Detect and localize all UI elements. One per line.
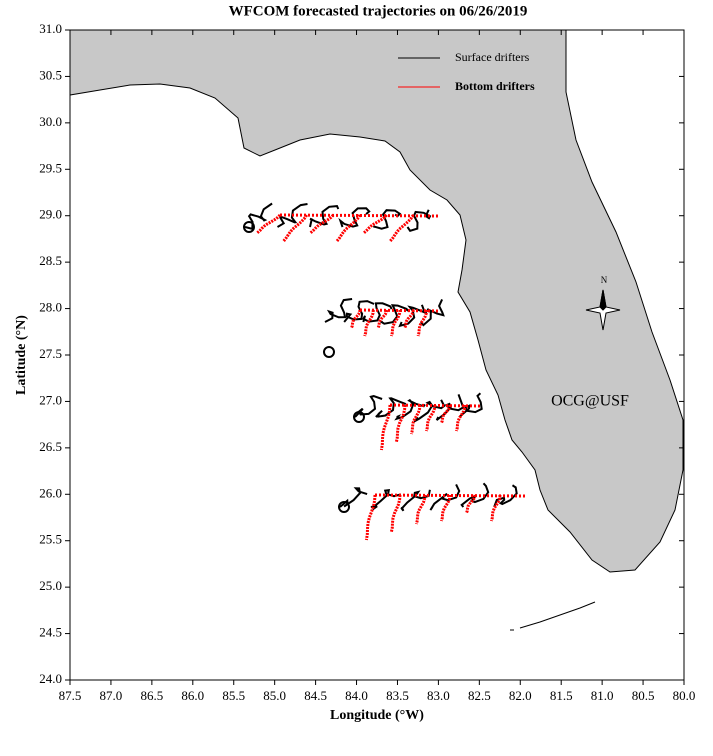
surface-curl xyxy=(338,501,350,513)
land xyxy=(69,29,684,573)
y-tick-label: 27.0 xyxy=(39,392,62,407)
surface-track xyxy=(354,395,383,418)
bottom-track xyxy=(389,403,481,408)
surface-track xyxy=(493,484,518,508)
surface-track xyxy=(309,205,340,228)
surface-curl xyxy=(323,346,335,358)
legend-label: Bottom drifters xyxy=(455,79,535,93)
y-tick-label: 24.5 xyxy=(39,625,62,640)
surface-curl xyxy=(353,411,365,423)
chart-title: WFCOM forecasted trajectories on 06/26/2… xyxy=(229,3,528,19)
bottom-track xyxy=(359,308,441,313)
y-tick-label: 26.5 xyxy=(39,439,62,454)
surface-track xyxy=(458,392,483,418)
x-tick-label: 82.5 xyxy=(468,688,491,703)
y-tick-label: 24.0 xyxy=(39,671,62,686)
annotation: OCG@USF xyxy=(551,393,629,410)
bottom-track xyxy=(309,213,335,235)
x-tick-label: 86.0 xyxy=(181,688,204,703)
y-tick-label: 29.5 xyxy=(39,160,62,175)
bottom-track xyxy=(363,309,375,337)
y-tick-label: 29.0 xyxy=(39,207,62,222)
keys xyxy=(510,601,596,631)
x-axis-label: Longitude (°W) xyxy=(330,708,424,723)
bottom-track xyxy=(454,404,467,432)
surface-track xyxy=(338,207,371,228)
compass xyxy=(585,289,621,331)
y-tick-label: 31.0 xyxy=(39,21,62,36)
bottom-track xyxy=(282,214,308,242)
bottom-track xyxy=(439,494,452,522)
x-tick-label: 87.0 xyxy=(100,688,123,703)
bottom-track xyxy=(424,404,437,432)
bottom-track xyxy=(414,494,427,525)
bottom-track xyxy=(389,214,415,242)
surface-track xyxy=(276,203,308,228)
bottom-track xyxy=(403,309,415,329)
x-tick-label: 80.5 xyxy=(632,688,655,703)
y-tick-label: 26.0 xyxy=(39,485,62,500)
surface-track xyxy=(372,209,402,230)
bottom-track xyxy=(389,494,402,533)
surface-curl xyxy=(243,221,255,233)
y-tick-label: 28.5 xyxy=(39,253,62,268)
compass-label: N xyxy=(601,275,608,285)
bottom-track xyxy=(362,213,388,235)
bottom-track xyxy=(416,309,429,337)
y-tick-label: 28.0 xyxy=(39,300,62,315)
bottom-track xyxy=(489,494,502,522)
surface-track xyxy=(400,489,431,512)
bottom-track xyxy=(256,213,282,235)
surface-track xyxy=(339,487,368,508)
surface-track xyxy=(406,209,432,232)
legend-label: Surface drifters xyxy=(455,50,530,64)
x-tick-label: 84.5 xyxy=(304,688,327,703)
bottom-track xyxy=(379,404,392,451)
surface-track xyxy=(375,397,407,418)
x-tick-label: 82.0 xyxy=(509,688,532,703)
x-tick-label: 83.5 xyxy=(386,688,409,703)
y-tick-label: 30.5 xyxy=(39,67,62,82)
x-tick-label: 87.5 xyxy=(59,688,82,703)
bottom-track xyxy=(335,214,362,242)
y-tick-label: 30.0 xyxy=(39,114,62,129)
x-tick-label: 83.0 xyxy=(427,688,450,703)
trajectories xyxy=(243,202,526,541)
bottom-track xyxy=(465,494,477,514)
y-tick-label: 25.0 xyxy=(39,578,62,593)
bottom-track xyxy=(376,309,389,329)
x-tick-label: 81.0 xyxy=(591,688,614,703)
surface-track xyxy=(324,298,353,323)
y-tick-label: 25.5 xyxy=(39,532,62,547)
x-tick-label: 85.0 xyxy=(263,688,286,703)
x-tick-label: 81.5 xyxy=(550,688,573,703)
surface-track xyxy=(379,304,410,325)
x-tick-label: 85.5 xyxy=(222,688,245,703)
bottom-track xyxy=(389,309,402,337)
y-tick-label: 27.5 xyxy=(39,346,62,361)
x-tick-label: 84.0 xyxy=(345,688,368,703)
bottom-track xyxy=(364,494,377,541)
surface-track xyxy=(343,300,375,323)
bottom-track xyxy=(350,309,362,329)
bottom-track xyxy=(374,493,526,498)
surface-track xyxy=(412,399,446,424)
bottom-track xyxy=(409,404,422,435)
y-axis-label: Latitude (°N) xyxy=(14,315,29,395)
x-tick-label: 86.5 xyxy=(140,688,163,703)
surface-track xyxy=(362,302,393,323)
bottom-track xyxy=(394,404,407,443)
bottom-track xyxy=(279,213,441,218)
x-tick-label: 80.0 xyxy=(673,688,696,703)
bottom-track xyxy=(440,404,452,424)
